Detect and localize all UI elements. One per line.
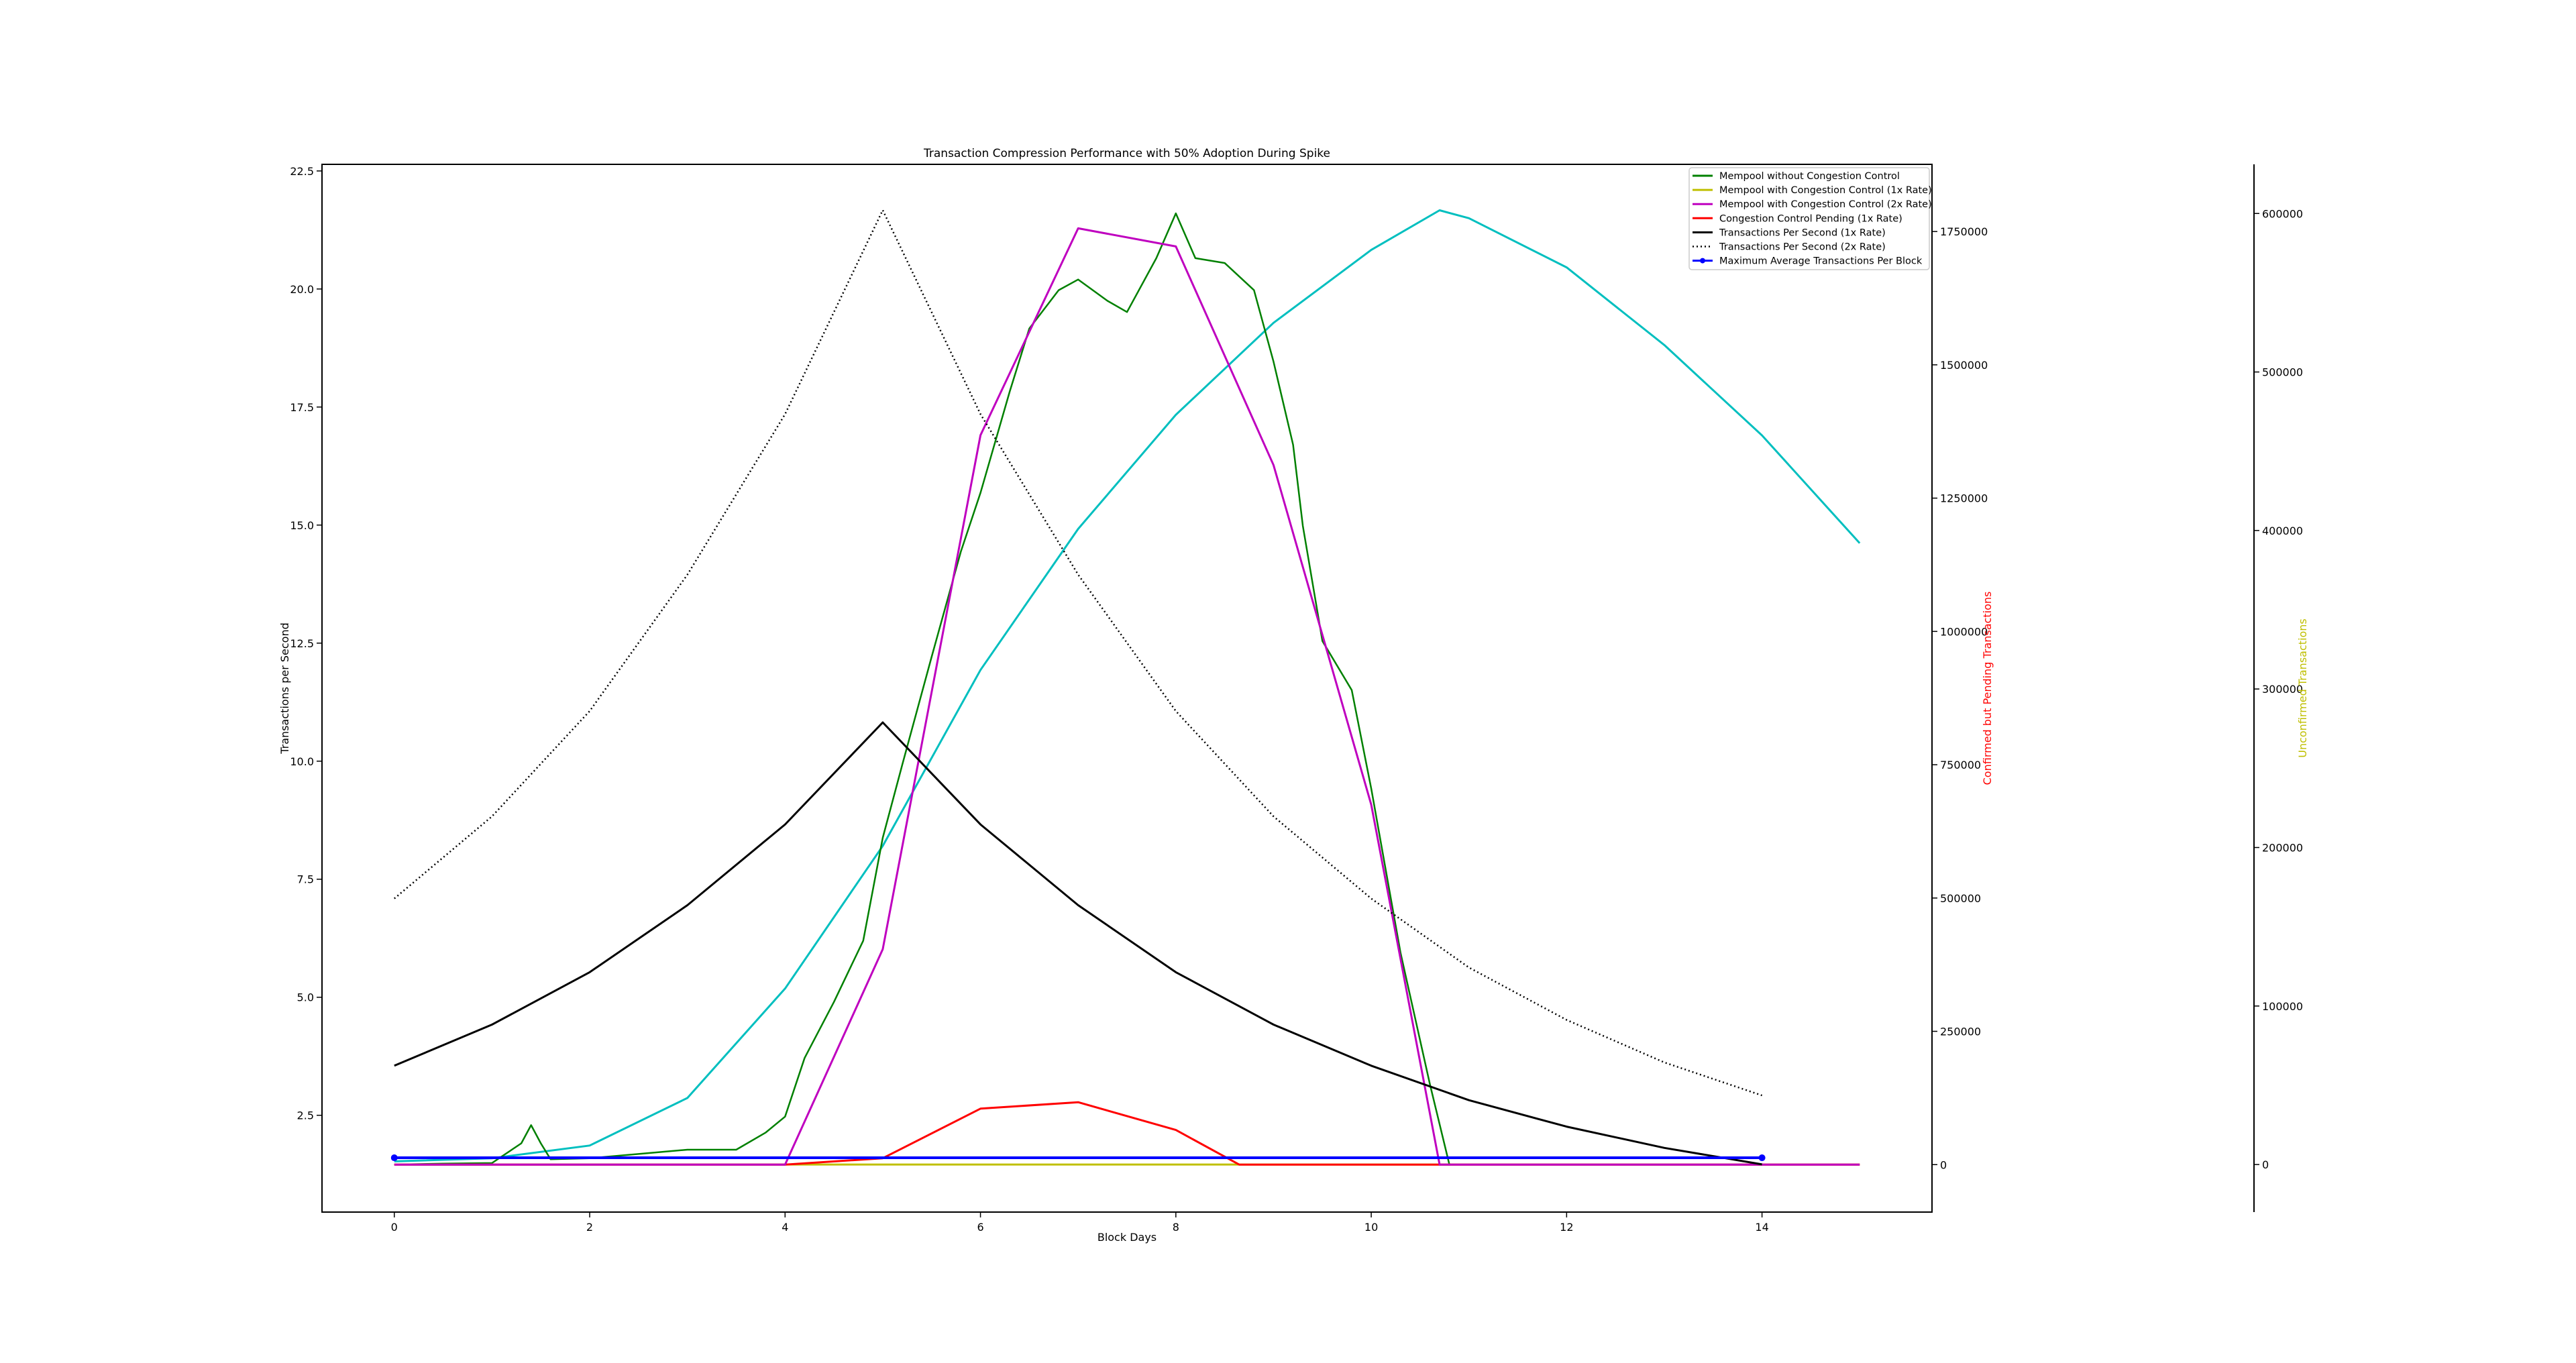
y-right2-tick-label: 600000 <box>2262 207 2303 220</box>
legend-label: Transactions Per Second (1x Rate) <box>1719 227 1886 238</box>
legend-label: Congestion Control Pending (1x Rate) <box>1719 213 1902 224</box>
x-axis-label: Block Days <box>1097 1231 1157 1244</box>
series-line-7 <box>394 209 1861 1162</box>
legend-box <box>1688 167 1930 270</box>
y-right-tick-label: 1500000 <box>1940 359 1988 372</box>
series-line-4 <box>394 721 1762 1166</box>
y-right-tick-label: 1750000 <box>1940 225 1988 238</box>
y-axis-label-left: Transactions per Second <box>278 622 291 755</box>
y-right-tick-label: 1000000 <box>1940 625 1988 638</box>
y-right-tick-label: 250000 <box>1940 1026 1981 1038</box>
legend-marker <box>1700 258 1705 264</box>
x-tick-label: 4 <box>782 1221 788 1234</box>
y-right2-tick-label: 500000 <box>2262 366 2303 379</box>
y-left-tick-label: 20.0 <box>290 283 314 296</box>
y-right2-tick-label: 0 <box>2262 1158 2269 1171</box>
y-right2-tick-label: 200000 <box>2262 841 2303 854</box>
series-marker <box>390 1154 398 1162</box>
y-right-tick-label: 500000 <box>1940 892 1981 905</box>
y-left-tick-label: 12.5 <box>290 637 314 650</box>
y-axis-label-right2: Unconfirmed Transactions <box>2296 618 2309 758</box>
y-left-tick-label: 7.5 <box>297 873 314 886</box>
legend-label: Mempool without Congestion Control <box>1719 171 1900 182</box>
series-layer <box>390 209 1861 1166</box>
y-right2-tick-label: 400000 <box>2262 525 2303 537</box>
y-right-tick-label: 0 <box>1940 1158 1947 1171</box>
y-right-tick-label: 750000 <box>1940 759 1981 771</box>
y-right2-tick-label: 100000 <box>2262 1000 2303 1013</box>
y-left-tick-label: 2.5 <box>297 1109 314 1122</box>
x-tick-label: 12 <box>1560 1221 1573 1234</box>
x-tick-label: 6 <box>977 1221 983 1234</box>
x-tick-label: 2 <box>586 1221 593 1234</box>
y-left-tick-label: 15.0 <box>290 519 314 532</box>
legend: Mempool without Congestion Control Mempoo… <box>1688 167 1932 270</box>
y-right2-tick-label: 300000 <box>2262 683 2303 696</box>
y-axis-label-right: Confirmed but Pending Transactions <box>1981 592 1994 785</box>
series-line-5 <box>393 209 1763 1097</box>
plot-frame <box>321 164 1933 1213</box>
y-left-tick-label: 10.0 <box>290 755 314 768</box>
y-left-tick-label: 5.0 <box>297 991 314 1004</box>
y-left-tick-label: 22.5 <box>290 165 314 178</box>
legend-label: Mempool with Congestion Control (1x Rate… <box>1719 185 1932 196</box>
x-tick-label: 0 <box>391 1221 398 1234</box>
x-tick-label: 8 <box>1173 1221 1179 1234</box>
legend-label: Transactions Per Second (2x Rate) <box>1719 242 1886 253</box>
chart-title: Transaction Compression Performance with… <box>923 147 1330 160</box>
ticks-layer: 0 2 4 6 8 10 12 14 2.5 5.0 7.5 10.0 12.5 15.0 17.5 20.0… <box>290 165 2303 1234</box>
y-right-tick-label: 1250000 <box>1940 492 1988 505</box>
x-tick-label: 14 <box>1755 1221 1768 1234</box>
y-left-tick-label: 17.5 <box>290 401 314 414</box>
x-tick-label: 10 <box>1364 1221 1378 1234</box>
legend-label: Maximum Average Transactions Per Block <box>1719 256 1923 267</box>
legend-label: Mempool with Congestion Control (2x Rate… <box>1719 199 1932 210</box>
series-marker <box>1758 1154 1766 1162</box>
series-line-2 <box>394 227 1860 1166</box>
